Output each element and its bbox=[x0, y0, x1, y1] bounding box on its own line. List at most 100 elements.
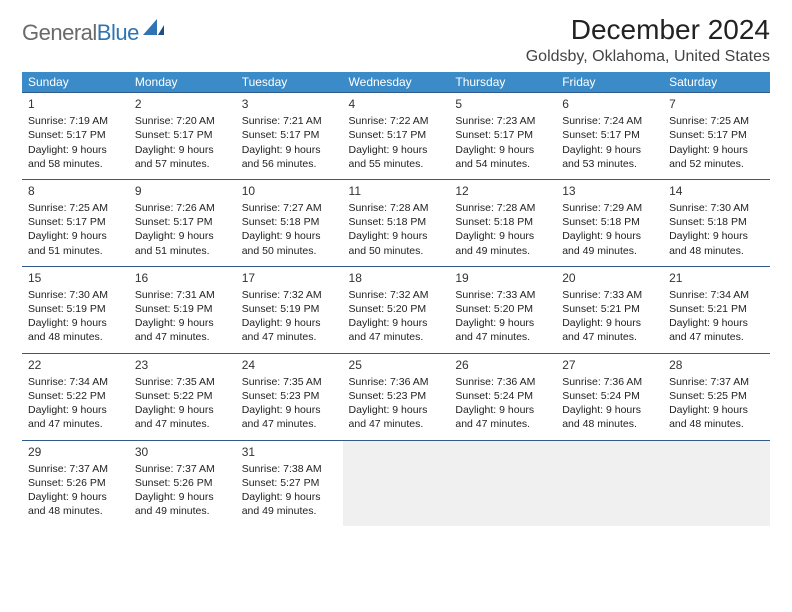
calendar-week-row: 29Sunrise: 7:37 AMSunset: 5:26 PMDayligh… bbox=[22, 440, 770, 526]
sunrise-text: Sunrise: 7:35 AM bbox=[242, 375, 337, 389]
day-number: 26 bbox=[455, 357, 550, 373]
calendar-day-cell: 10Sunrise: 7:27 AMSunset: 5:18 PMDayligh… bbox=[236, 179, 343, 266]
day-number: 29 bbox=[28, 444, 123, 460]
daylight-text: Daylight: 9 hours and 57 minutes. bbox=[135, 143, 230, 171]
title-block: December 2024 Goldsby, Oklahoma, United … bbox=[526, 14, 770, 66]
weekday-header-row: Sunday Monday Tuesday Wednesday Thursday… bbox=[22, 72, 770, 93]
daylight-text: Daylight: 9 hours and 51 minutes. bbox=[28, 229, 123, 257]
location-subtitle: Goldsby, Oklahoma, United States bbox=[526, 48, 770, 66]
calendar-day-cell: 31Sunrise: 7:38 AMSunset: 5:27 PMDayligh… bbox=[236, 440, 343, 526]
brand-sail-icon bbox=[143, 19, 165, 42]
sunrise-text: Sunrise: 7:24 AM bbox=[562, 114, 657, 128]
calendar-day-cell: 1Sunrise: 7:19 AMSunset: 5:17 PMDaylight… bbox=[22, 93, 129, 180]
calendar-day-cell: 12Sunrise: 7:28 AMSunset: 5:18 PMDayligh… bbox=[449, 179, 556, 266]
daylight-text: Daylight: 9 hours and 51 minutes. bbox=[135, 229, 230, 257]
calendar-table: Sunday Monday Tuesday Wednesday Thursday… bbox=[22, 72, 770, 526]
daylight-text: Daylight: 9 hours and 53 minutes. bbox=[562, 143, 657, 171]
daylight-text: Daylight: 9 hours and 47 minutes. bbox=[455, 403, 550, 431]
day-number: 8 bbox=[28, 183, 123, 199]
sunrise-text: Sunrise: 7:32 AM bbox=[242, 288, 337, 302]
sunset-text: Sunset: 5:20 PM bbox=[349, 302, 444, 316]
daylight-text: Daylight: 9 hours and 47 minutes. bbox=[455, 316, 550, 344]
sunrise-text: Sunrise: 7:34 AM bbox=[669, 288, 764, 302]
sunrise-text: Sunrise: 7:26 AM bbox=[135, 201, 230, 215]
sunrise-text: Sunrise: 7:25 AM bbox=[669, 114, 764, 128]
daylight-text: Daylight: 9 hours and 47 minutes. bbox=[349, 403, 444, 431]
calendar-empty-cell bbox=[343, 440, 450, 526]
sunset-text: Sunset: 5:17 PM bbox=[135, 128, 230, 142]
daylight-text: Daylight: 9 hours and 48 minutes. bbox=[669, 403, 764, 431]
calendar-day-cell: 25Sunrise: 7:36 AMSunset: 5:23 PMDayligh… bbox=[343, 353, 450, 440]
sunset-text: Sunset: 5:27 PM bbox=[242, 476, 337, 490]
daylight-text: Daylight: 9 hours and 49 minutes. bbox=[135, 490, 230, 518]
daylight-text: Daylight: 9 hours and 47 minutes. bbox=[135, 403, 230, 431]
daylight-text: Daylight: 9 hours and 48 minutes. bbox=[28, 490, 123, 518]
sunrise-text: Sunrise: 7:33 AM bbox=[455, 288, 550, 302]
header: GeneralBlue December 2024 Goldsby, Oklah… bbox=[22, 14, 770, 66]
calendar-empty-cell bbox=[663, 440, 770, 526]
sunset-text: Sunset: 5:18 PM bbox=[349, 215, 444, 229]
day-number: 13 bbox=[562, 183, 657, 199]
day-number: 16 bbox=[135, 270, 230, 286]
calendar-day-cell: 4Sunrise: 7:22 AMSunset: 5:17 PMDaylight… bbox=[343, 93, 450, 180]
weekday-friday: Friday bbox=[556, 72, 663, 93]
sunset-text: Sunset: 5:17 PM bbox=[349, 128, 444, 142]
daylight-text: Daylight: 9 hours and 50 minutes. bbox=[242, 229, 337, 257]
day-number: 2 bbox=[135, 96, 230, 112]
calendar-empty-cell bbox=[556, 440, 663, 526]
daylight-text: Daylight: 9 hours and 47 minutes. bbox=[242, 403, 337, 431]
brand-word-blue: Blue bbox=[97, 20, 139, 45]
weekday-tuesday: Tuesday bbox=[236, 72, 343, 93]
calendar-day-cell: 29Sunrise: 7:37 AMSunset: 5:26 PMDayligh… bbox=[22, 440, 129, 526]
sunrise-text: Sunrise: 7:23 AM bbox=[455, 114, 550, 128]
sunset-text: Sunset: 5:23 PM bbox=[349, 389, 444, 403]
sunrise-text: Sunrise: 7:37 AM bbox=[28, 462, 123, 476]
sunrise-text: Sunrise: 7:36 AM bbox=[562, 375, 657, 389]
weekday-thursday: Thursday bbox=[449, 72, 556, 93]
day-number: 10 bbox=[242, 183, 337, 199]
sunset-text: Sunset: 5:19 PM bbox=[28, 302, 123, 316]
sunrise-text: Sunrise: 7:30 AM bbox=[669, 201, 764, 215]
day-number: 18 bbox=[349, 270, 444, 286]
brand-logo: GeneralBlue bbox=[22, 14, 165, 46]
day-number: 14 bbox=[669, 183, 764, 199]
daylight-text: Daylight: 9 hours and 58 minutes. bbox=[28, 143, 123, 171]
calendar-day-cell: 24Sunrise: 7:35 AMSunset: 5:23 PMDayligh… bbox=[236, 353, 343, 440]
sunset-text: Sunset: 5:26 PM bbox=[135, 476, 230, 490]
day-number: 9 bbox=[135, 183, 230, 199]
daylight-text: Daylight: 9 hours and 47 minutes. bbox=[28, 403, 123, 431]
day-number: 17 bbox=[242, 270, 337, 286]
day-number: 31 bbox=[242, 444, 337, 460]
calendar-day-cell: 16Sunrise: 7:31 AMSunset: 5:19 PMDayligh… bbox=[129, 266, 236, 353]
sunset-text: Sunset: 5:20 PM bbox=[455, 302, 550, 316]
daylight-text: Daylight: 9 hours and 50 minutes. bbox=[349, 229, 444, 257]
day-number: 12 bbox=[455, 183, 550, 199]
calendar-day-cell: 23Sunrise: 7:35 AMSunset: 5:22 PMDayligh… bbox=[129, 353, 236, 440]
day-number: 30 bbox=[135, 444, 230, 460]
sunset-text: Sunset: 5:17 PM bbox=[669, 128, 764, 142]
sunrise-text: Sunrise: 7:21 AM bbox=[242, 114, 337, 128]
calendar-day-cell: 27Sunrise: 7:36 AMSunset: 5:24 PMDayligh… bbox=[556, 353, 663, 440]
sunset-text: Sunset: 5:24 PM bbox=[562, 389, 657, 403]
sunset-text: Sunset: 5:18 PM bbox=[562, 215, 657, 229]
sunset-text: Sunset: 5:21 PM bbox=[669, 302, 764, 316]
weekday-wednesday: Wednesday bbox=[343, 72, 450, 93]
day-number: 15 bbox=[28, 270, 123, 286]
daylight-text: Daylight: 9 hours and 47 minutes. bbox=[135, 316, 230, 344]
daylight-text: Daylight: 9 hours and 47 minutes. bbox=[242, 316, 337, 344]
daylight-text: Daylight: 9 hours and 55 minutes. bbox=[349, 143, 444, 171]
sunrise-text: Sunrise: 7:35 AM bbox=[135, 375, 230, 389]
day-number: 11 bbox=[349, 183, 444, 199]
calendar-day-cell: 20Sunrise: 7:33 AMSunset: 5:21 PMDayligh… bbox=[556, 266, 663, 353]
weekday-saturday: Saturday bbox=[663, 72, 770, 93]
calendar-week-row: 1Sunrise: 7:19 AMSunset: 5:17 PMDaylight… bbox=[22, 93, 770, 180]
sunrise-text: Sunrise: 7:32 AM bbox=[349, 288, 444, 302]
day-number: 27 bbox=[562, 357, 657, 373]
weekday-monday: Monday bbox=[129, 72, 236, 93]
sunset-text: Sunset: 5:19 PM bbox=[135, 302, 230, 316]
daylight-text: Daylight: 9 hours and 52 minutes. bbox=[669, 143, 764, 171]
sunset-text: Sunset: 5:22 PM bbox=[28, 389, 123, 403]
calendar-day-cell: 28Sunrise: 7:37 AMSunset: 5:25 PMDayligh… bbox=[663, 353, 770, 440]
calendar-empty-cell bbox=[449, 440, 556, 526]
sunrise-text: Sunrise: 7:37 AM bbox=[669, 375, 764, 389]
